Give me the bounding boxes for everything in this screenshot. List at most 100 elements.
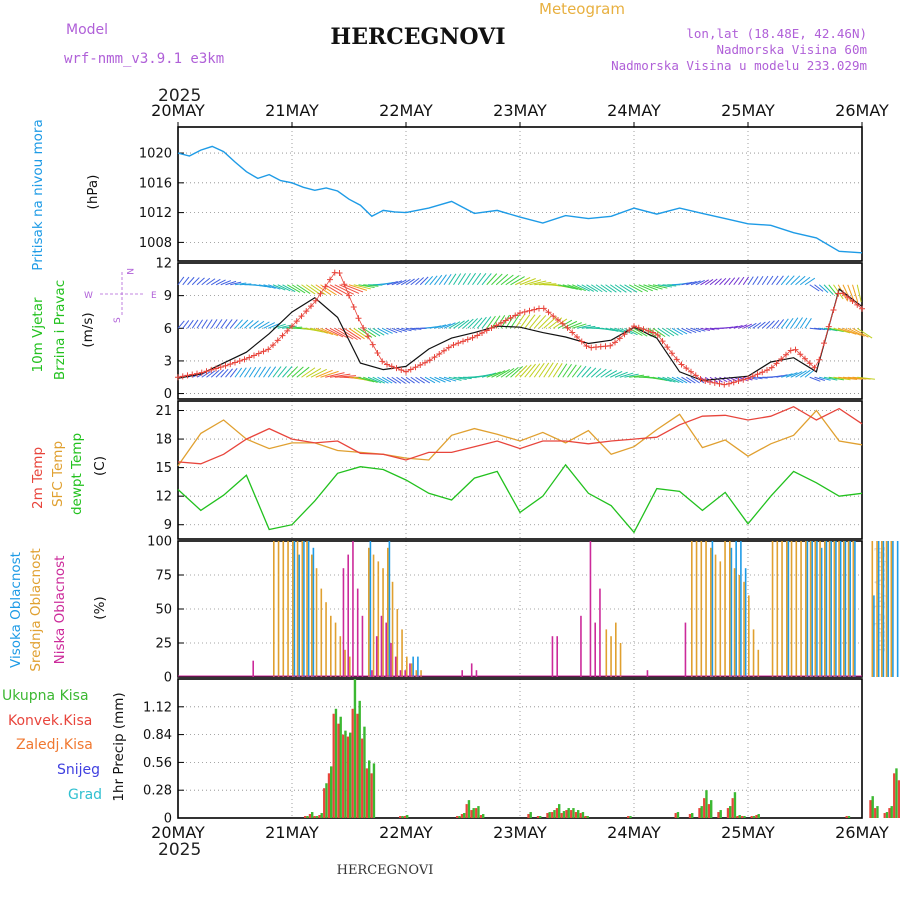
wind-vector [804,318,812,329]
cloud-low-bar [461,670,463,677]
wind-vector [695,327,706,332]
cloud-high-bar [892,541,894,677]
wind-vector [686,281,697,286]
wind-speed-marker [379,358,386,365]
wind-vector [467,272,476,286]
wind-speed-marker [246,354,253,361]
precip-tick-label: 0.56 [143,756,172,771]
wind-vector [424,275,434,286]
wind-speed-marker [488,325,495,332]
precip-conv-bar [361,738,364,818]
cloud-mid-bar [710,547,712,677]
cloud-mid-bar [705,541,707,677]
precip-total-bar [847,816,851,818]
cloud-mid-bar [843,541,845,677]
wind-vector [719,376,728,383]
precip-total-bar [311,812,314,818]
cloud-high-bar [412,656,414,677]
wind-vector [505,366,519,378]
wind-panel: 0 3 6 9 12 [155,257,875,402]
wind-speed-marker [849,297,856,304]
wind-vector [215,319,223,329]
wind-speed-marker [859,305,865,312]
wind-vector [685,376,696,384]
wind-vector [272,366,282,378]
wind-vector [600,284,612,293]
precip-total-bar [372,763,376,818]
wind-vector [443,273,452,286]
cloud-high-bar [388,541,391,677]
wind-vector [329,373,351,378]
wind-speed-marker [721,381,728,388]
cloud-mid-bar [871,541,874,677]
wind-vector [671,376,684,384]
wind-vector [709,327,720,330]
cloud-mid-bar [847,541,850,677]
wind-speed-marker [854,301,861,308]
wind-vector [743,323,753,329]
temp-2m-line [177,405,863,465]
wind-vector [230,281,242,286]
wind-speed-marker [474,332,481,339]
year-top: 2025 [158,86,201,106]
wind-vector [191,277,200,286]
wind-vector [386,281,398,286]
wind-speed-marker [407,366,414,373]
wind-speed-marker [754,371,761,378]
wind-vector [362,327,377,338]
wind-vector [833,327,851,334]
wind-vector [533,362,545,378]
wind-vector [662,327,675,337]
wind-vector [785,275,795,286]
wind-vector [576,324,592,329]
wind-vector [405,376,415,384]
wind-vector [543,316,558,329]
cloud-mid-bar [420,670,422,677]
wind-vector [761,320,771,329]
wind-vector [534,281,552,286]
date-label-top: 23MAY [493,101,547,120]
wind-vector [263,322,276,329]
cloud-mid-bar [391,581,394,677]
wind-vector [462,272,471,286]
compass-n: N [124,268,134,275]
wind-vector [495,274,509,286]
wind-vector [206,278,216,286]
wind-speed-marker [688,368,694,375]
wind-vector [225,280,237,286]
precip-conv-bar [456,816,459,818]
cloud-unit: (%) [92,596,108,619]
wind-vector [799,369,811,378]
wind-vector [486,315,496,329]
wind-vector [377,327,389,335]
wind-speed-marker [797,351,804,358]
wind-vector [842,327,861,336]
wind-speed-marker [626,327,633,334]
precip-conv-bar [845,816,848,818]
precip-total-bar [629,816,632,818]
wind-vector [515,277,531,286]
wind-speed-marker [175,374,181,381]
wind-vector [363,284,379,287]
wind-vector [780,318,789,329]
wind-unit: (m/s) [80,312,96,347]
pressure-tick-label: 1012 [139,206,172,221]
wind-vector [334,375,357,378]
wind-speed-marker [469,334,476,341]
cloud-high-bar [887,541,889,677]
precip-total-bar [477,806,480,818]
cloud-low-bar [475,670,478,677]
wind-vector [301,284,316,295]
wind-vector [624,284,638,293]
wind-vector [258,366,266,378]
wind-speed-marker [227,361,234,368]
wind-speed-marker [502,317,509,324]
wind-vector [823,327,838,332]
precip-total-bar [895,768,898,818]
cloud-mid-bar [277,541,280,677]
cloud-mid-bar [695,541,698,677]
cloud-high-bar [298,554,300,677]
wind-vector [500,367,515,378]
cloud-high-bar [896,541,899,677]
